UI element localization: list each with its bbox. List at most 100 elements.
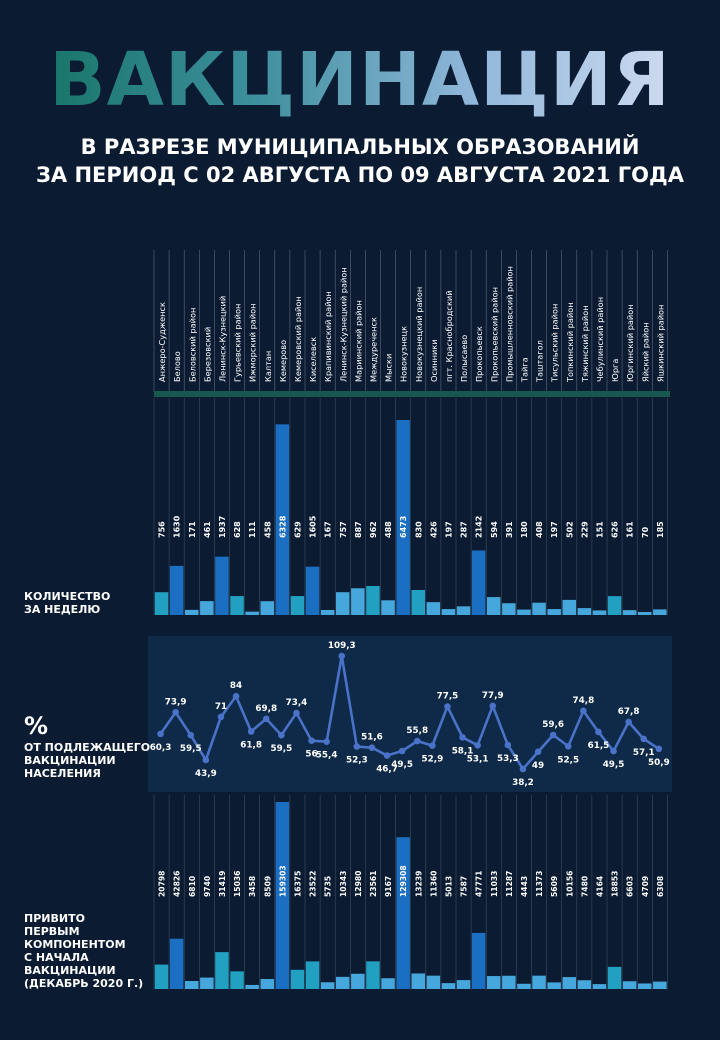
percent-value-label: 50,9 — [648, 758, 670, 768]
weekly-value-label: 167 — [324, 521, 333, 538]
percent-point — [323, 738, 330, 745]
percent-point — [429, 742, 436, 749]
first-component-value-label: 5609 — [550, 876, 559, 897]
first-component-value-label: 47771 — [475, 871, 484, 897]
weekly-bar — [381, 600, 395, 615]
first-component-value-label: 9167 — [384, 876, 393, 897]
first-component-bar — [351, 973, 365, 989]
weekly-bar — [351, 588, 365, 615]
category-label: Тяжинский район — [580, 305, 590, 383]
percent-point — [383, 752, 391, 759]
category-label: пгт. Краснобродский — [444, 290, 454, 382]
weekly-value-label: 111 — [248, 521, 257, 538]
percent-line — [159, 655, 660, 772]
first-component-value-label: 13239 — [414, 871, 423, 897]
weekly-bar — [562, 599, 576, 615]
first-component-bar — [653, 981, 667, 989]
percent-value-label: 52,5 — [557, 755, 579, 765]
category-label: Прокопьевск — [474, 326, 484, 382]
weekly-bar — [426, 602, 441, 615]
percent-value-label: 59,5 — [270, 744, 292, 754]
weekly-value-label: 756 — [158, 521, 167, 538]
percent-point — [595, 728, 602, 736]
percent-value-label: 73,9 — [165, 697, 187, 707]
first-component-bar — [502, 975, 516, 989]
first-component-value-label: 16375 — [293, 871, 302, 897]
weekly-value-label: 151 — [595, 521, 604, 538]
first-component-bar — [245, 984, 259, 989]
percent-point — [398, 747, 406, 755]
percent-point — [444, 703, 451, 710]
category-label: Топкинский район — [565, 302, 575, 383]
first-component-bar — [547, 982, 561, 989]
category-label: Чебулинский район — [595, 297, 605, 382]
percent-symbol-label: % — [24, 712, 49, 740]
category-label: Полысаево — [459, 335, 469, 382]
percent-point — [278, 731, 285, 739]
category-label: Мариинский район — [353, 300, 363, 382]
category-label: Мыски — [384, 354, 394, 382]
percent-value-label: 84 — [230, 681, 242, 691]
percent-value-label: 52,3 — [346, 756, 368, 766]
category-label: Киселевск — [308, 337, 318, 382]
category-label: Беловский район — [187, 308, 197, 382]
category-label: Таштагол — [535, 340, 545, 383]
first-component-bar — [638, 983, 652, 989]
weekly-value-label: 1605 — [309, 515, 318, 538]
weekly-bar — [245, 611, 259, 615]
percent-value-label: 51,6 — [361, 733, 383, 743]
percent-point — [293, 709, 300, 717]
weekly-bar — [336, 592, 350, 615]
weekly-value-label: 6328 — [278, 515, 287, 538]
first-component-bar — [305, 961, 320, 989]
first-component-value-label: 10343 — [339, 871, 348, 897]
first-component-bar — [154, 964, 169, 989]
first-component-value-label: 23522 — [309, 871, 318, 897]
percent-value-label: 61,5 — [588, 741, 610, 751]
weekly-value-label: 408 — [535, 521, 544, 538]
weekly-value-label: 502 — [565, 521, 574, 538]
category-label: Анжеро-Судженск — [157, 302, 167, 382]
weekly-value-label: 70 — [641, 526, 650, 538]
first-component-value-label: 10156 — [565, 871, 574, 897]
weekly-bar — [653, 609, 667, 615]
percent-point — [489, 702, 497, 710]
weekly-bar — [411, 589, 425, 615]
weekly-bar — [456, 606, 471, 615]
weekly-bar — [154, 592, 169, 615]
first-component-bar — [426, 975, 441, 989]
percent-value-label: 61,8 — [240, 740, 262, 750]
percent-value-label: 57,1 — [633, 748, 655, 758]
percent-point — [640, 735, 648, 743]
percent-value-label: 67,8 — [618, 707, 640, 717]
first-component-bar — [607, 966, 622, 989]
first-component-bar — [562, 977, 576, 989]
category-label: Осинники — [429, 339, 439, 382]
weekly-value-label: 887 — [354, 521, 363, 538]
category-label: Тисульский район — [550, 304, 560, 383]
percent-point — [308, 737, 315, 745]
percent-point — [549, 731, 557, 739]
first-component-bar — [532, 975, 546, 989]
category-label: Ленинск-Кузнецкий — [217, 296, 227, 382]
first-component-value-label: 31419 — [218, 871, 227, 897]
weekly-value-label: 830 — [414, 521, 423, 538]
first-component-value-label: 5735 — [324, 876, 333, 897]
first-component-bar — [381, 978, 395, 989]
percent-value-label: 49,5 — [603, 760, 625, 770]
first-component-value-label: 18853 — [611, 871, 620, 897]
percent-value-label: 55,4 — [316, 751, 338, 761]
percent-value-label: 58,1 — [452, 746, 474, 756]
percent-point — [172, 708, 179, 716]
percent-point — [534, 748, 542, 756]
category-label: Белово — [172, 351, 182, 382]
percent-point — [368, 744, 376, 752]
first-component-bar — [260, 979, 274, 989]
weekly-bar — [396, 420, 410, 615]
category-label: Крапивинский район — [323, 291, 333, 382]
weekly-bar — [320, 609, 335, 615]
category-label: Гурьевский район — [233, 304, 243, 382]
weekly-value-label: 757 — [339, 521, 348, 538]
first-component-bar — [169, 938, 184, 989]
